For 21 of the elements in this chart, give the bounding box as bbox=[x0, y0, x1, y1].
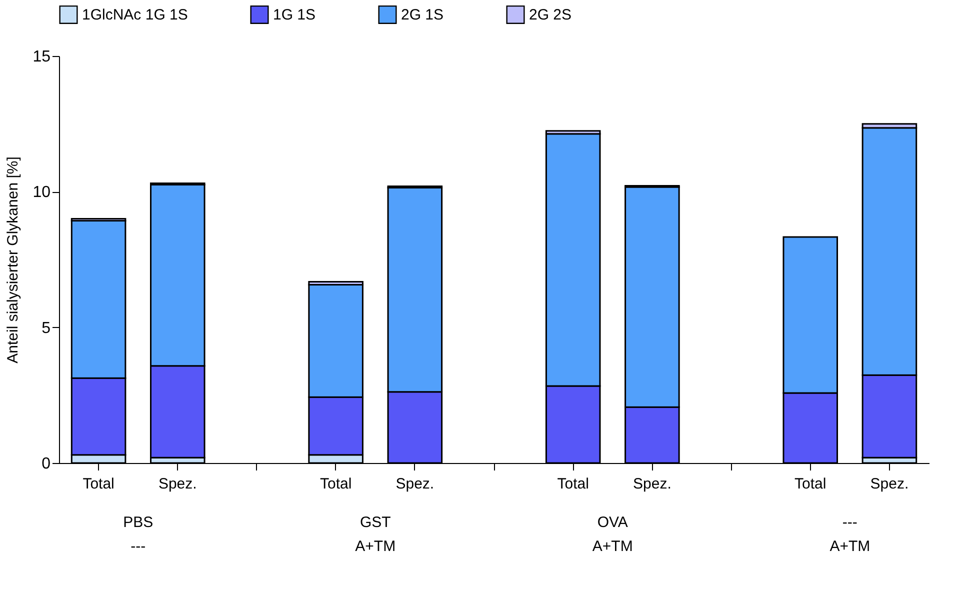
text: OVA A+TM bbox=[592, 514, 633, 555]
text: PBS --- bbox=[123, 514, 154, 555]
x-tick-label: Spez. bbox=[870, 476, 909, 492]
y-tick-label: 5 bbox=[42, 320, 51, 337]
text: --- A+TM bbox=[830, 514, 870, 555]
y-axis-title: Anteil sialysierter Glykanen [%] bbox=[4, 156, 22, 364]
legend-label: 1G 1S bbox=[273, 6, 316, 24]
x-tick-label: Total bbox=[794, 476, 826, 492]
legend-label: 1GlcNAc 1G 1S bbox=[82, 6, 188, 24]
legend-label: 2G 2S bbox=[529, 6, 572, 24]
x-tick-label: Spez. bbox=[396, 476, 434, 492]
y-tick-label: 10 bbox=[32, 184, 51, 202]
y-tick-label: 15 bbox=[32, 48, 51, 66]
x-tick-label: Spez. bbox=[633, 476, 672, 492]
x-tick-label: Total bbox=[82, 476, 114, 492]
text: GST A+TM bbox=[355, 514, 396, 555]
legend-label: 2G 1S bbox=[401, 6, 444, 24]
x-tick-label: Spez. bbox=[158, 476, 197, 492]
y-tick-label: 0 bbox=[42, 456, 51, 472]
x-tick-label: Total bbox=[557, 476, 589, 492]
x-tick-label: Total bbox=[320, 476, 352, 492]
